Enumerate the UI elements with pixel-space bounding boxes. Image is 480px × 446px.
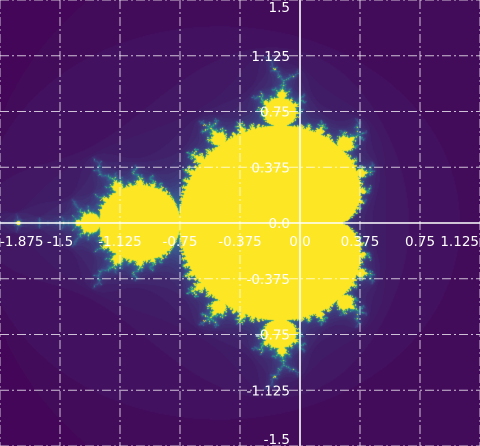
x-tick-label: -0.375 <box>218 234 262 250</box>
x-tick-labels: -1.875 -1.5 -1.125 -0.75 -0.375 0.0 0.375 0.75 1… <box>0 234 479 250</box>
x-tick-label: 1.125 <box>440 234 479 250</box>
y-tick-label: -0.375 <box>246 272 290 288</box>
y-tick-label: 1.125 <box>251 49 290 65</box>
y-tick-label: 1.5 <box>269 0 290 16</box>
x-tick-label: 0.75 <box>405 234 435 250</box>
x-tick-label: -1.125 <box>98 234 142 250</box>
x-tick-label: 0.375 <box>341 234 380 250</box>
y-tick-labels: 1.5 1.125 0.75 0.375 0.0 -0.375 -0.75 -1.125 -1.… <box>246 0 290 446</box>
y-tick-label: -0.75 <box>255 328 290 344</box>
x-tick-label: -0.75 <box>163 234 198 250</box>
y-tick-label: -1.5 <box>264 432 290 446</box>
y-tick-label: 0.75 <box>260 105 290 121</box>
x-tick-label: 0.0 <box>289 234 310 250</box>
x-tick-label: -1.875 <box>0 234 44 250</box>
y-tick-label: -1.125 <box>246 383 290 399</box>
y-tick-label: 0.0 <box>269 216 290 232</box>
x-tick-label: -1.5 <box>47 234 73 250</box>
y-tick-label: 0.375 <box>251 160 290 176</box>
